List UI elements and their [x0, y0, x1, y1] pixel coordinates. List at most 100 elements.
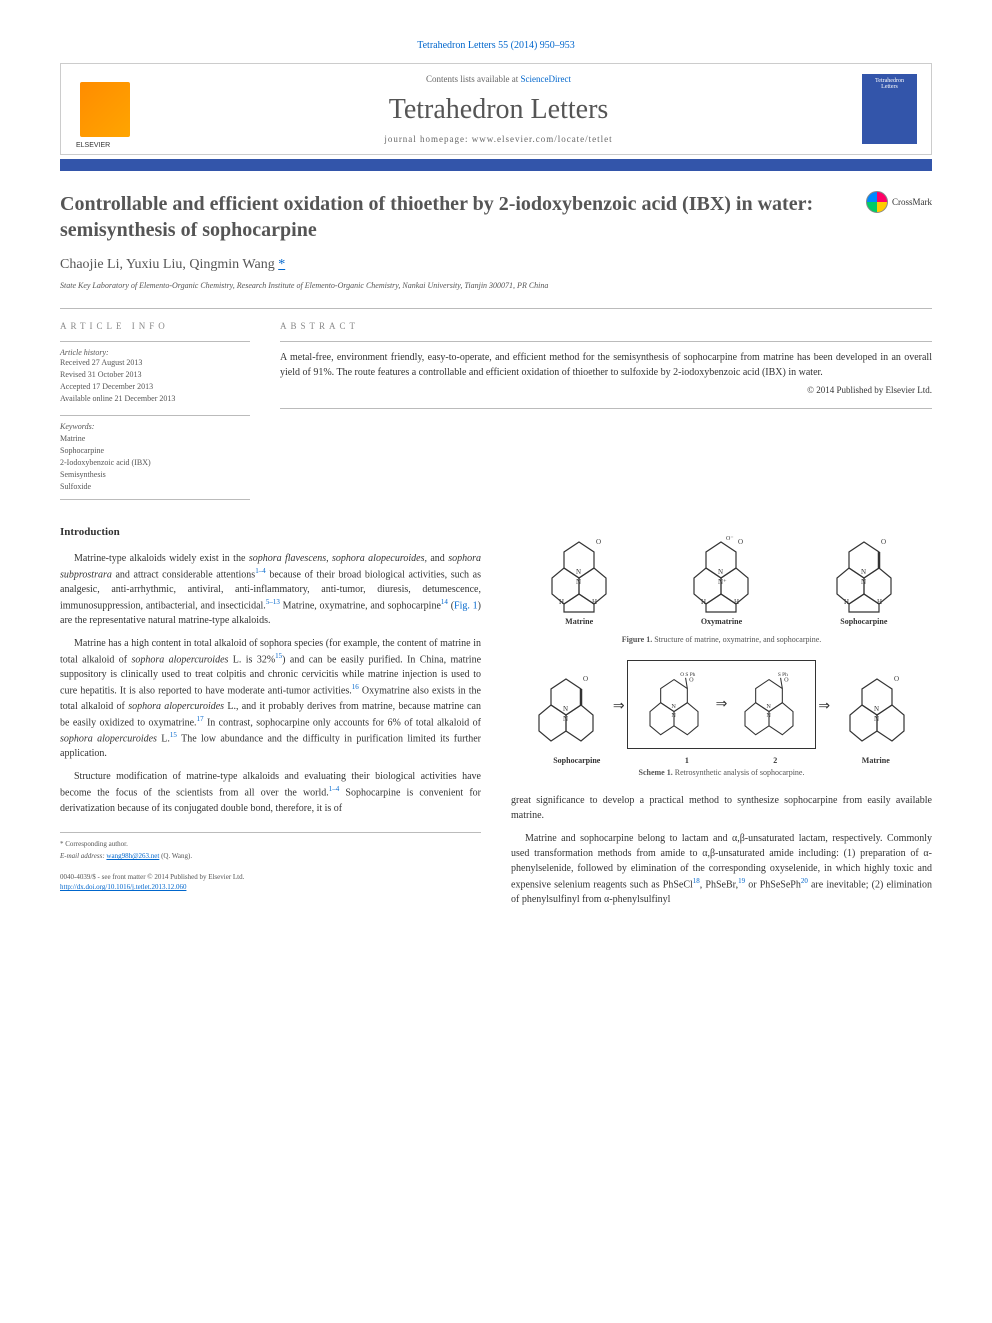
citation-ref[interactable]: 5–13 — [266, 598, 280, 606]
retro-arrow-icon: ⇒ — [613, 696, 625, 717]
scheme-1-caption: Scheme 1. Retrosynthetic analysis of sop… — [511, 767, 932, 779]
retro-arrow-icon: ⇒ — [716, 694, 728, 715]
introduction-heading: Introduction — [60, 524, 481, 541]
contents-available-text: Contents lists available at ScienceDirec… — [135, 74, 862, 84]
journal-header-box: Contents lists available at ScienceDirec… — [60, 63, 932, 155]
figure-1-caption: Figure 1. Structure of matrine, oxymatri… — [511, 634, 932, 646]
body-paragraph-2: Matrine has a high content in total alka… — [60, 636, 481, 761]
svg-text:H: H — [701, 598, 706, 606]
scheme-label: Matrine — [862, 755, 890, 767]
svg-text:O: O — [738, 538, 743, 546]
affiliation-text: State Key Laboratory of Elemento-Organic… — [60, 281, 932, 290]
corresponding-author-link[interactable]: * — [278, 257, 285, 272]
abstract-copyright: © 2014 Published by Elsevier Ltd. — [280, 384, 932, 398]
body-column-right: O N N H H Matrine — [511, 524, 932, 915]
homepage-url[interactable]: www.elsevier.com/locate/tetlet — [472, 134, 613, 144]
molecule-oxymatrine: O O⁻ N⁺ N H H — [676, 534, 766, 614]
svg-text:N: N — [767, 703, 772, 710]
abstract-text: A metal-free, environment friendly, easy… — [280, 341, 932, 409]
scheme-label: 1 — [685, 755, 689, 767]
scheme-molecule-sophocarpine: O N N — [521, 667, 611, 747]
history-online: Available online 21 December 2013 — [60, 393, 250, 405]
journal-name: Tetrahedron Letters — [135, 94, 862, 126]
crossmark-icon — [866, 191, 888, 213]
abstract-column: abstract A metal-free, environment frien… — [280, 321, 932, 500]
citation-ref[interactable]: 14 — [441, 598, 448, 606]
svg-text:N: N — [861, 568, 866, 576]
footer-block: * Corresponding author. E-mail address: … — [60, 832, 481, 862]
journal-homepage: journal homepage: www.elsevier.com/locat… — [135, 134, 862, 144]
keyword-item: 2-Iodoxybenzoic acid (IBX) — [60, 457, 250, 469]
abstract-label: abstract — [280, 321, 932, 331]
body-paragraph-5: Matrine and sophocarpine belong to lacta… — [511, 831, 932, 907]
authors-line: Chaojie Li, Yuxiu Liu, Qingmin Wang * — [60, 257, 932, 273]
svg-text:H: H — [592, 598, 597, 606]
figure-1: O N N H H Matrine — [511, 534, 932, 646]
svg-text:N: N — [671, 712, 676, 719]
citation-ref[interactable]: 15 — [170, 731, 177, 739]
body-paragraph-1: Matrine-type alkaloids widely exist in t… — [60, 551, 481, 629]
svg-text:N: N — [563, 705, 568, 713]
citation-ref[interactable]: 1–4 — [329, 785, 340, 793]
body-column-left: Introduction Matrine-type alkaloids wide… — [60, 524, 481, 915]
molecule-label-oxymatrine: Oxymatrine — [676, 616, 766, 628]
scheme-label: 2 — [773, 755, 777, 767]
email-line: E-mail address: wang98h@263.net (Q. Wang… — [60, 851, 481, 862]
sciencedirect-link[interactable]: ScienceDirect — [521, 74, 571, 84]
svg-text:N⁺: N⁺ — [718, 578, 727, 586]
copyright-footer: 0040-4039/$ - see front matter © 2014 Pu… — [60, 872, 481, 893]
keywords-heading: Keywords: — [60, 422, 250, 431]
svg-text:N: N — [718, 568, 723, 576]
article-info-label: article info — [60, 321, 250, 331]
history-received: Received 27 August 2013 — [60, 357, 250, 369]
author-email-link[interactable]: wang98h@263.net — [106, 852, 159, 860]
history-revised: Revised 31 October 2013 — [60, 369, 250, 381]
svg-text:N: N — [874, 715, 879, 723]
body-paragraph-4: great significance to develop a practica… — [511, 793, 932, 823]
molecule-label-matrine: Matrine — [534, 616, 624, 628]
keyword-item: Semisynthesis — [60, 469, 250, 481]
svg-text:O: O — [583, 675, 588, 683]
article-history-heading: Article history: — [60, 341, 250, 357]
svg-text:O: O — [689, 676, 694, 683]
body-paragraph-3: Structure modification of matrine-type a… — [60, 769, 481, 815]
svg-text:H: H — [844, 598, 849, 606]
svg-text:H: H — [559, 598, 564, 606]
svg-text:N: N — [861, 578, 866, 586]
article-title: Controllable and efficient oxidation of … — [60, 191, 846, 243]
svg-text:O: O — [881, 538, 886, 546]
elsevier-logo — [80, 82, 130, 137]
article-info-column: article info Article history: Received 2… — [60, 321, 250, 500]
keyword-item: Sulfoxide — [60, 481, 250, 493]
svg-text:O: O — [784, 676, 789, 683]
svg-text:N: N — [563, 715, 568, 723]
scheme-key-intermediates: O S Ph O N N ⇒ — [627, 660, 817, 749]
svg-text:N: N — [576, 568, 581, 576]
history-accepted: Accepted 17 December 2013 — [60, 381, 250, 393]
svg-text:N: N — [576, 578, 581, 586]
scheme-molecule-1: O S Ph O N N — [634, 667, 714, 742]
svg-text:N: N — [767, 712, 772, 719]
figure-reference[interactable]: Fig. 1 — [454, 600, 478, 611]
elsevier-logo-container — [75, 79, 135, 139]
crossmark-badge[interactable]: CrossMark — [866, 191, 932, 213]
citation-ref[interactable]: 18 — [693, 877, 700, 885]
citation-ref[interactable]: 16 — [352, 683, 359, 691]
retro-arrow-icon: ⇒ — [818, 696, 830, 717]
doi-link[interactable]: http://dx.doi.org/10.1016/j.tetlet.2013.… — [60, 883, 186, 891]
molecule-label-sophocarpine: Sophocarpine — [819, 616, 909, 628]
scheme-label: Sophocarpine — [553, 755, 600, 767]
svg-text:O: O — [596, 538, 601, 546]
citation-ref[interactable]: 17 — [197, 715, 204, 723]
scheme-molecule-2: S Ph O N N — [729, 667, 809, 742]
citation-ref[interactable]: 1–4 — [255, 567, 266, 575]
svg-text:H: H — [877, 598, 882, 606]
journal-cover-thumbnail: Tetrahedron Letters — [862, 74, 917, 144]
crossmark-label: CrossMark — [892, 197, 932, 207]
citation-ref[interactable]: 20 — [801, 877, 808, 885]
svg-text:N: N — [671, 703, 676, 710]
svg-text:O⁻: O⁻ — [726, 536, 734, 542]
corresponding-author-note: * Corresponding author. — [60, 839, 481, 850]
scheme-molecule-matrine: O N N — [832, 667, 922, 747]
keyword-item: Sophocarpine — [60, 445, 250, 457]
